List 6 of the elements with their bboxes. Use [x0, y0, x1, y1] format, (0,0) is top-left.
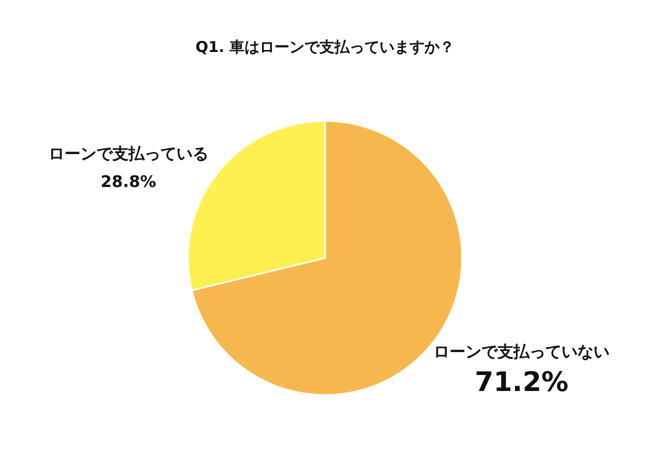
slice-label: ローンで支払っている [48, 144, 208, 164]
data-label: 71.2% [474, 366, 568, 398]
chart-title: Q1. 車はローンで支払っていますか？ [195, 38, 455, 56]
data-label: 28.8% [100, 172, 156, 192]
slice-label: ローンで支払っていない [434, 342, 610, 361]
pie-slice [191, 120, 463, 396]
